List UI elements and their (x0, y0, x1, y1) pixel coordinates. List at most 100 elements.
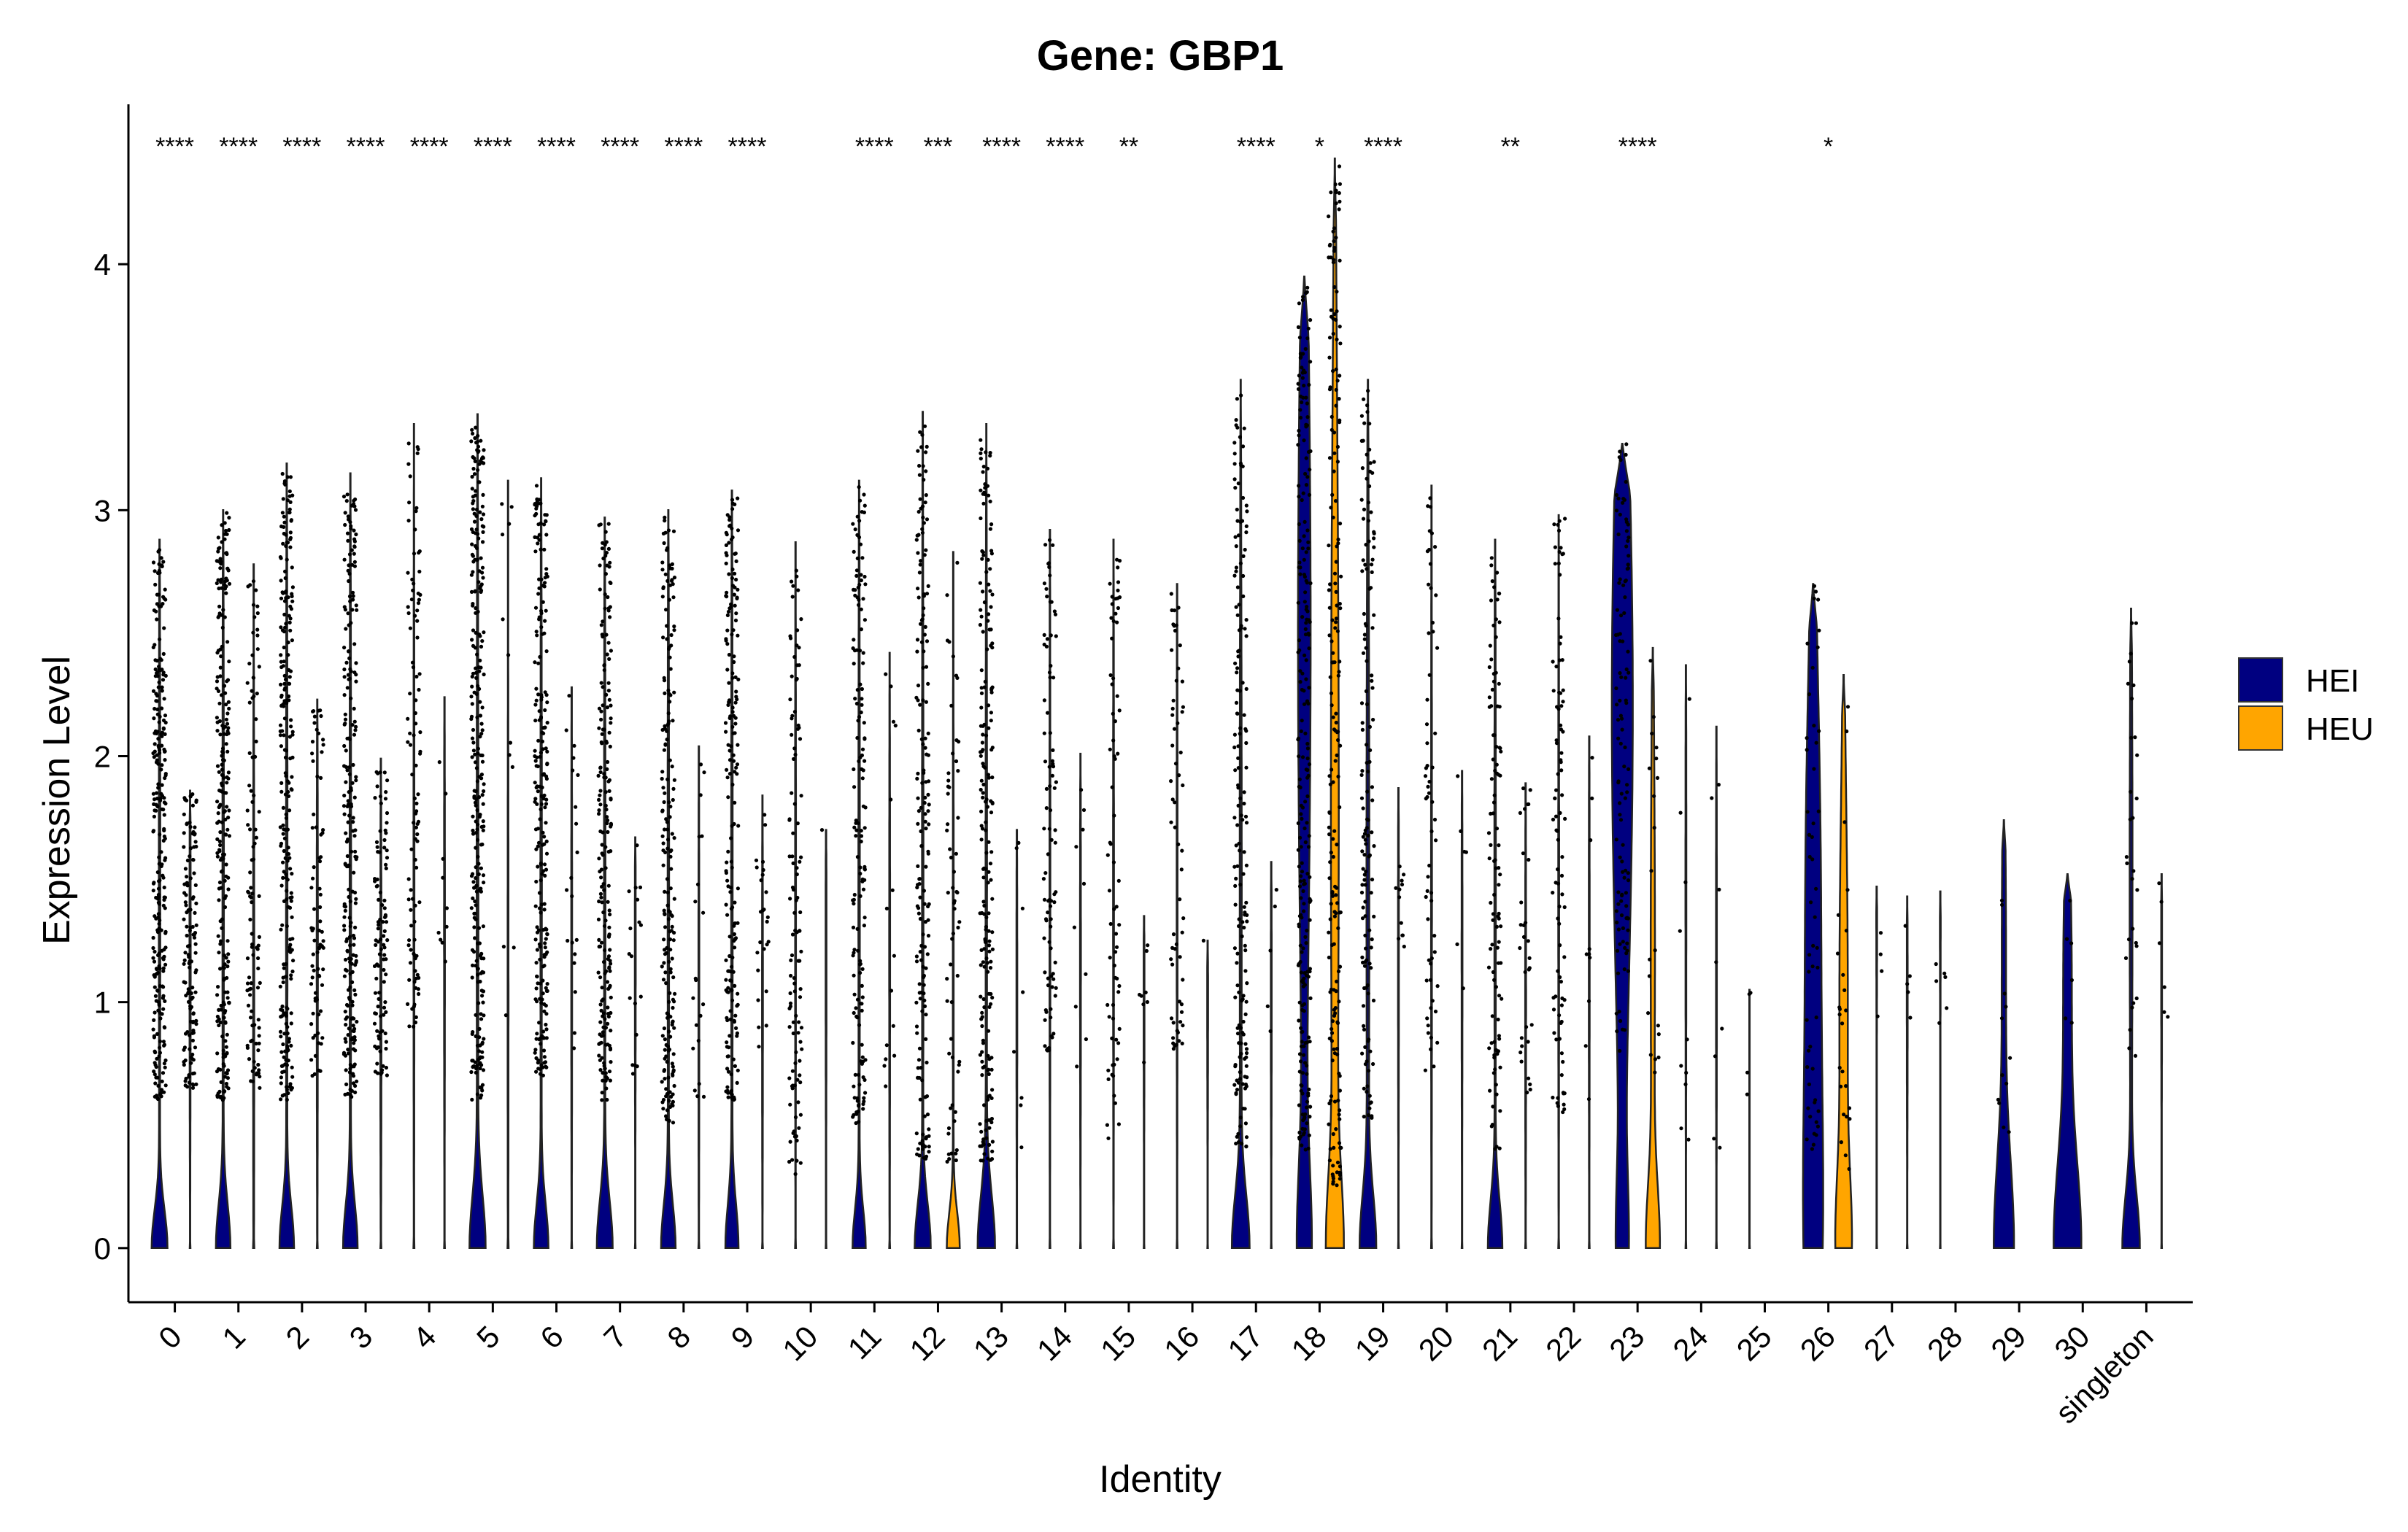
data-point (1235, 951, 1240, 956)
data-point (354, 778, 358, 783)
data-point (792, 802, 797, 806)
data-point (1303, 600, 1307, 604)
data-point (1625, 783, 1629, 787)
data-point (414, 698, 418, 703)
data-point (730, 782, 735, 787)
data-point (736, 921, 740, 925)
data-point (539, 1001, 544, 1005)
data-point (1367, 1106, 1372, 1110)
data-point (472, 456, 476, 460)
data-point (1330, 492, 1335, 498)
data-point (1528, 1087, 1532, 1092)
data-point (920, 504, 925, 508)
data-point (223, 962, 227, 967)
data-point (1052, 900, 1057, 905)
data-point (215, 764, 220, 768)
data-point (281, 497, 285, 501)
data-point (1047, 538, 1052, 542)
data-point (863, 582, 868, 587)
data-point (1494, 1048, 1498, 1052)
data-point (161, 873, 165, 878)
data-point (609, 716, 613, 721)
data-point (384, 920, 389, 924)
data-point (599, 895, 603, 900)
data-point (666, 1029, 671, 1034)
data-point (379, 947, 383, 951)
data-point (1366, 500, 1370, 505)
data-point (1307, 632, 1311, 637)
data-point (1298, 785, 1303, 789)
data-point (533, 514, 537, 518)
data-point (1234, 605, 1238, 609)
data-point (281, 541, 285, 546)
data-point (989, 959, 993, 964)
data-point (926, 918, 930, 922)
data-point (788, 1102, 792, 1107)
data-point (1712, 1137, 1716, 1141)
data-point (789, 973, 793, 978)
data-point (736, 496, 740, 500)
data-point (225, 552, 229, 557)
data-point (193, 931, 198, 935)
data-point (1816, 597, 1821, 602)
data-point (922, 768, 926, 773)
data-point (1496, 1017, 1500, 1022)
data-point (725, 668, 730, 672)
data-point (1365, 476, 1369, 481)
data-point (1359, 498, 1364, 502)
data-point (792, 989, 797, 994)
data-point (1306, 1094, 1311, 1098)
data-point (1306, 546, 1311, 551)
data-point (794, 1050, 798, 1054)
data-point (1491, 1104, 1495, 1109)
data-point (406, 462, 411, 466)
data-point (309, 886, 314, 890)
data-point (1112, 1094, 1116, 1098)
data-point (854, 819, 858, 823)
data-point (535, 755, 539, 759)
data-point (854, 834, 858, 838)
data-point (284, 812, 288, 816)
data-point (1624, 452, 1628, 457)
data-point (541, 1048, 547, 1053)
data-point (882, 1064, 887, 1068)
data-point (638, 994, 643, 999)
data-point (1814, 1015, 1818, 1020)
data-point (472, 789, 476, 793)
data-point (1174, 1042, 1178, 1047)
data-point (1232, 452, 1237, 456)
data-point (1105, 1002, 1110, 1007)
data-point (1105, 1123, 1109, 1127)
data-point (637, 920, 641, 924)
data-point (250, 945, 254, 949)
data-point (415, 832, 420, 837)
data-point (1554, 881, 1558, 885)
data-point (1305, 794, 1310, 799)
data-point (476, 684, 480, 688)
data-point (534, 986, 539, 991)
data-point (289, 891, 293, 895)
data-point (226, 816, 231, 820)
data-point (730, 576, 735, 581)
data-point (666, 1013, 671, 1017)
data-point (257, 1041, 261, 1045)
data-point (1626, 649, 1630, 654)
data-point (1560, 552, 1564, 557)
data-point (984, 1128, 988, 1132)
data-point (257, 1026, 261, 1030)
data-point (279, 1050, 284, 1054)
data-point (662, 541, 666, 546)
data-point (982, 1005, 987, 1010)
data-point (342, 924, 347, 928)
data-point (798, 929, 802, 933)
data-point (1299, 394, 1303, 399)
data-point (255, 986, 261, 990)
data-point (1563, 816, 1567, 821)
data-point (1240, 997, 1245, 1002)
data-point (947, 1051, 952, 1056)
data-point (795, 872, 799, 877)
data-point (1880, 969, 1884, 973)
data-point (512, 945, 516, 950)
data-point (1334, 317, 1338, 322)
data-point (1434, 593, 1438, 597)
